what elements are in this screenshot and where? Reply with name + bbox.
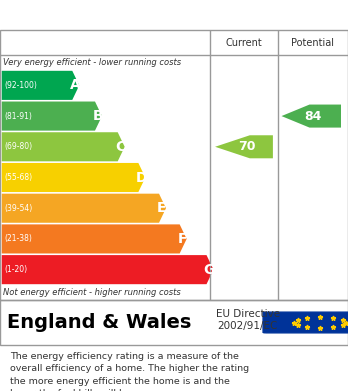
Polygon shape: [2, 163, 145, 192]
Polygon shape: [215, 135, 273, 158]
Text: Very energy efficient - lower running costs: Very energy efficient - lower running co…: [3, 58, 182, 67]
Polygon shape: [2, 71, 79, 100]
Text: Potential: Potential: [292, 38, 334, 47]
Text: D: D: [135, 170, 147, 185]
Polygon shape: [2, 255, 213, 284]
Polygon shape: [282, 104, 341, 127]
Text: The energy efficiency rating is a measure of the
overall efficiency of a home. T: The energy efficiency rating is a measur…: [10, 352, 250, 391]
Text: Current: Current: [226, 38, 262, 47]
Text: (21-38): (21-38): [4, 235, 32, 244]
Polygon shape: [2, 132, 125, 161]
Text: England & Wales: England & Wales: [7, 313, 191, 332]
Polygon shape: [2, 102, 102, 131]
Text: (55-68): (55-68): [4, 173, 32, 182]
Polygon shape: [2, 224, 187, 253]
Text: G: G: [204, 263, 215, 277]
Text: F: F: [178, 232, 187, 246]
Text: (81-91): (81-91): [4, 111, 32, 120]
Text: (69-80): (69-80): [4, 142, 32, 151]
Text: (39-54): (39-54): [4, 204, 32, 213]
Text: 70: 70: [238, 140, 256, 153]
Text: 84: 84: [304, 109, 322, 122]
Text: Not energy efficient - higher running costs: Not energy efficient - higher running co…: [3, 288, 181, 297]
Polygon shape: [2, 194, 166, 223]
Text: Energy Efficiency Rating: Energy Efficiency Rating: [50, 6, 298, 24]
Text: E: E: [157, 201, 167, 215]
Text: A: A: [70, 78, 80, 92]
Text: (1-20): (1-20): [4, 265, 27, 274]
Text: (92-100): (92-100): [4, 81, 37, 90]
FancyBboxPatch shape: [263, 312, 348, 333]
Text: EU Directive
2002/91/EC: EU Directive 2002/91/EC: [216, 309, 280, 331]
Text: C: C: [116, 140, 126, 154]
Text: B: B: [93, 109, 103, 123]
